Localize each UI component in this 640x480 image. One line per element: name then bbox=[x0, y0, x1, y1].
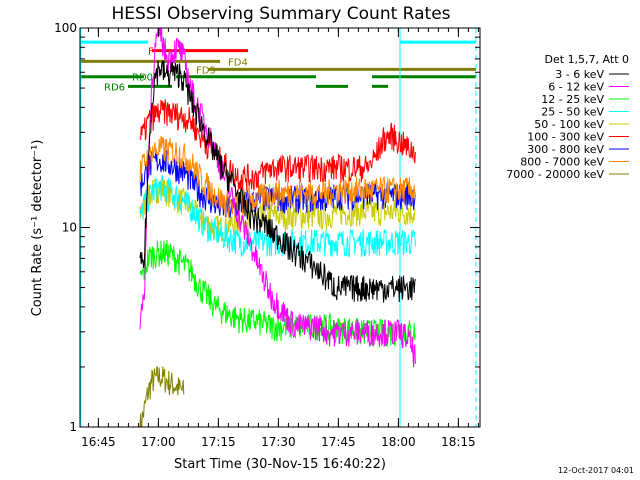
x-tick-label: 17:30 bbox=[261, 435, 296, 449]
x-axis: 16:45 17:00 17:15 17:30 17:45 18:00 18:15 bbox=[81, 28, 479, 449]
x-axis-label: Start Time (30-Nov-15 16:40:22) bbox=[174, 457, 386, 472]
series-layer bbox=[139, 27, 416, 428]
footer-timestamp: 12-Oct-2017 04:01 bbox=[558, 466, 634, 475]
flag-layer: F FD4 FD5 RD0 RD6 bbox=[80, 40, 476, 93]
x-tick-label: 17:45 bbox=[321, 435, 356, 449]
series-line bbox=[139, 239, 416, 347]
x-tick-label: 17:00 bbox=[141, 435, 176, 449]
legend-label: 800 - 7000 keV bbox=[520, 156, 604, 169]
legend-label: 12 - 25 keV bbox=[541, 93, 604, 106]
legend-label: 25 - 50 keV bbox=[541, 106, 604, 119]
y-axis: 1 10 100 bbox=[54, 21, 480, 434]
y-tick-label: 100 bbox=[54, 21, 77, 35]
y-axis-label: Count Rate (s⁻¹ detector⁻¹) bbox=[30, 140, 45, 317]
legend-label: 300 - 800 keV bbox=[527, 143, 604, 156]
series-line bbox=[139, 366, 185, 428]
chart-title: HESSI Observing Summary Count Rates bbox=[111, 4, 450, 24]
flag-label: RD0 bbox=[132, 73, 153, 84]
y-tick-label: 1 bbox=[69, 420, 77, 434]
legend-label: 100 - 300 keV bbox=[527, 131, 604, 144]
series-line bbox=[139, 135, 416, 219]
y-tick-label: 10 bbox=[62, 221, 77, 235]
legend-label: 3 - 6 keV bbox=[555, 68, 604, 81]
series-line bbox=[139, 27, 416, 368]
flag-label: FD4 bbox=[228, 57, 248, 68]
flag-label: RD6 bbox=[104, 82, 125, 93]
legend-label: 50 - 100 keV bbox=[534, 118, 604, 131]
legend-label: 6 - 12 keV bbox=[548, 81, 604, 94]
legend-header: Det 1,5,7, Att 0 bbox=[545, 53, 629, 66]
x-tick-label: 18:15 bbox=[441, 435, 476, 449]
series-line bbox=[139, 60, 416, 303]
legend-label: 7000 - 20000 keV bbox=[506, 168, 604, 181]
flag-label: FD5 bbox=[196, 65, 216, 76]
x-tick-label: 17:15 bbox=[201, 435, 236, 449]
x-tick-label: 16:45 bbox=[81, 435, 116, 449]
x-tick-label: 18:00 bbox=[381, 435, 416, 449]
flag-label: F bbox=[148, 47, 154, 58]
series-line bbox=[139, 99, 416, 192]
